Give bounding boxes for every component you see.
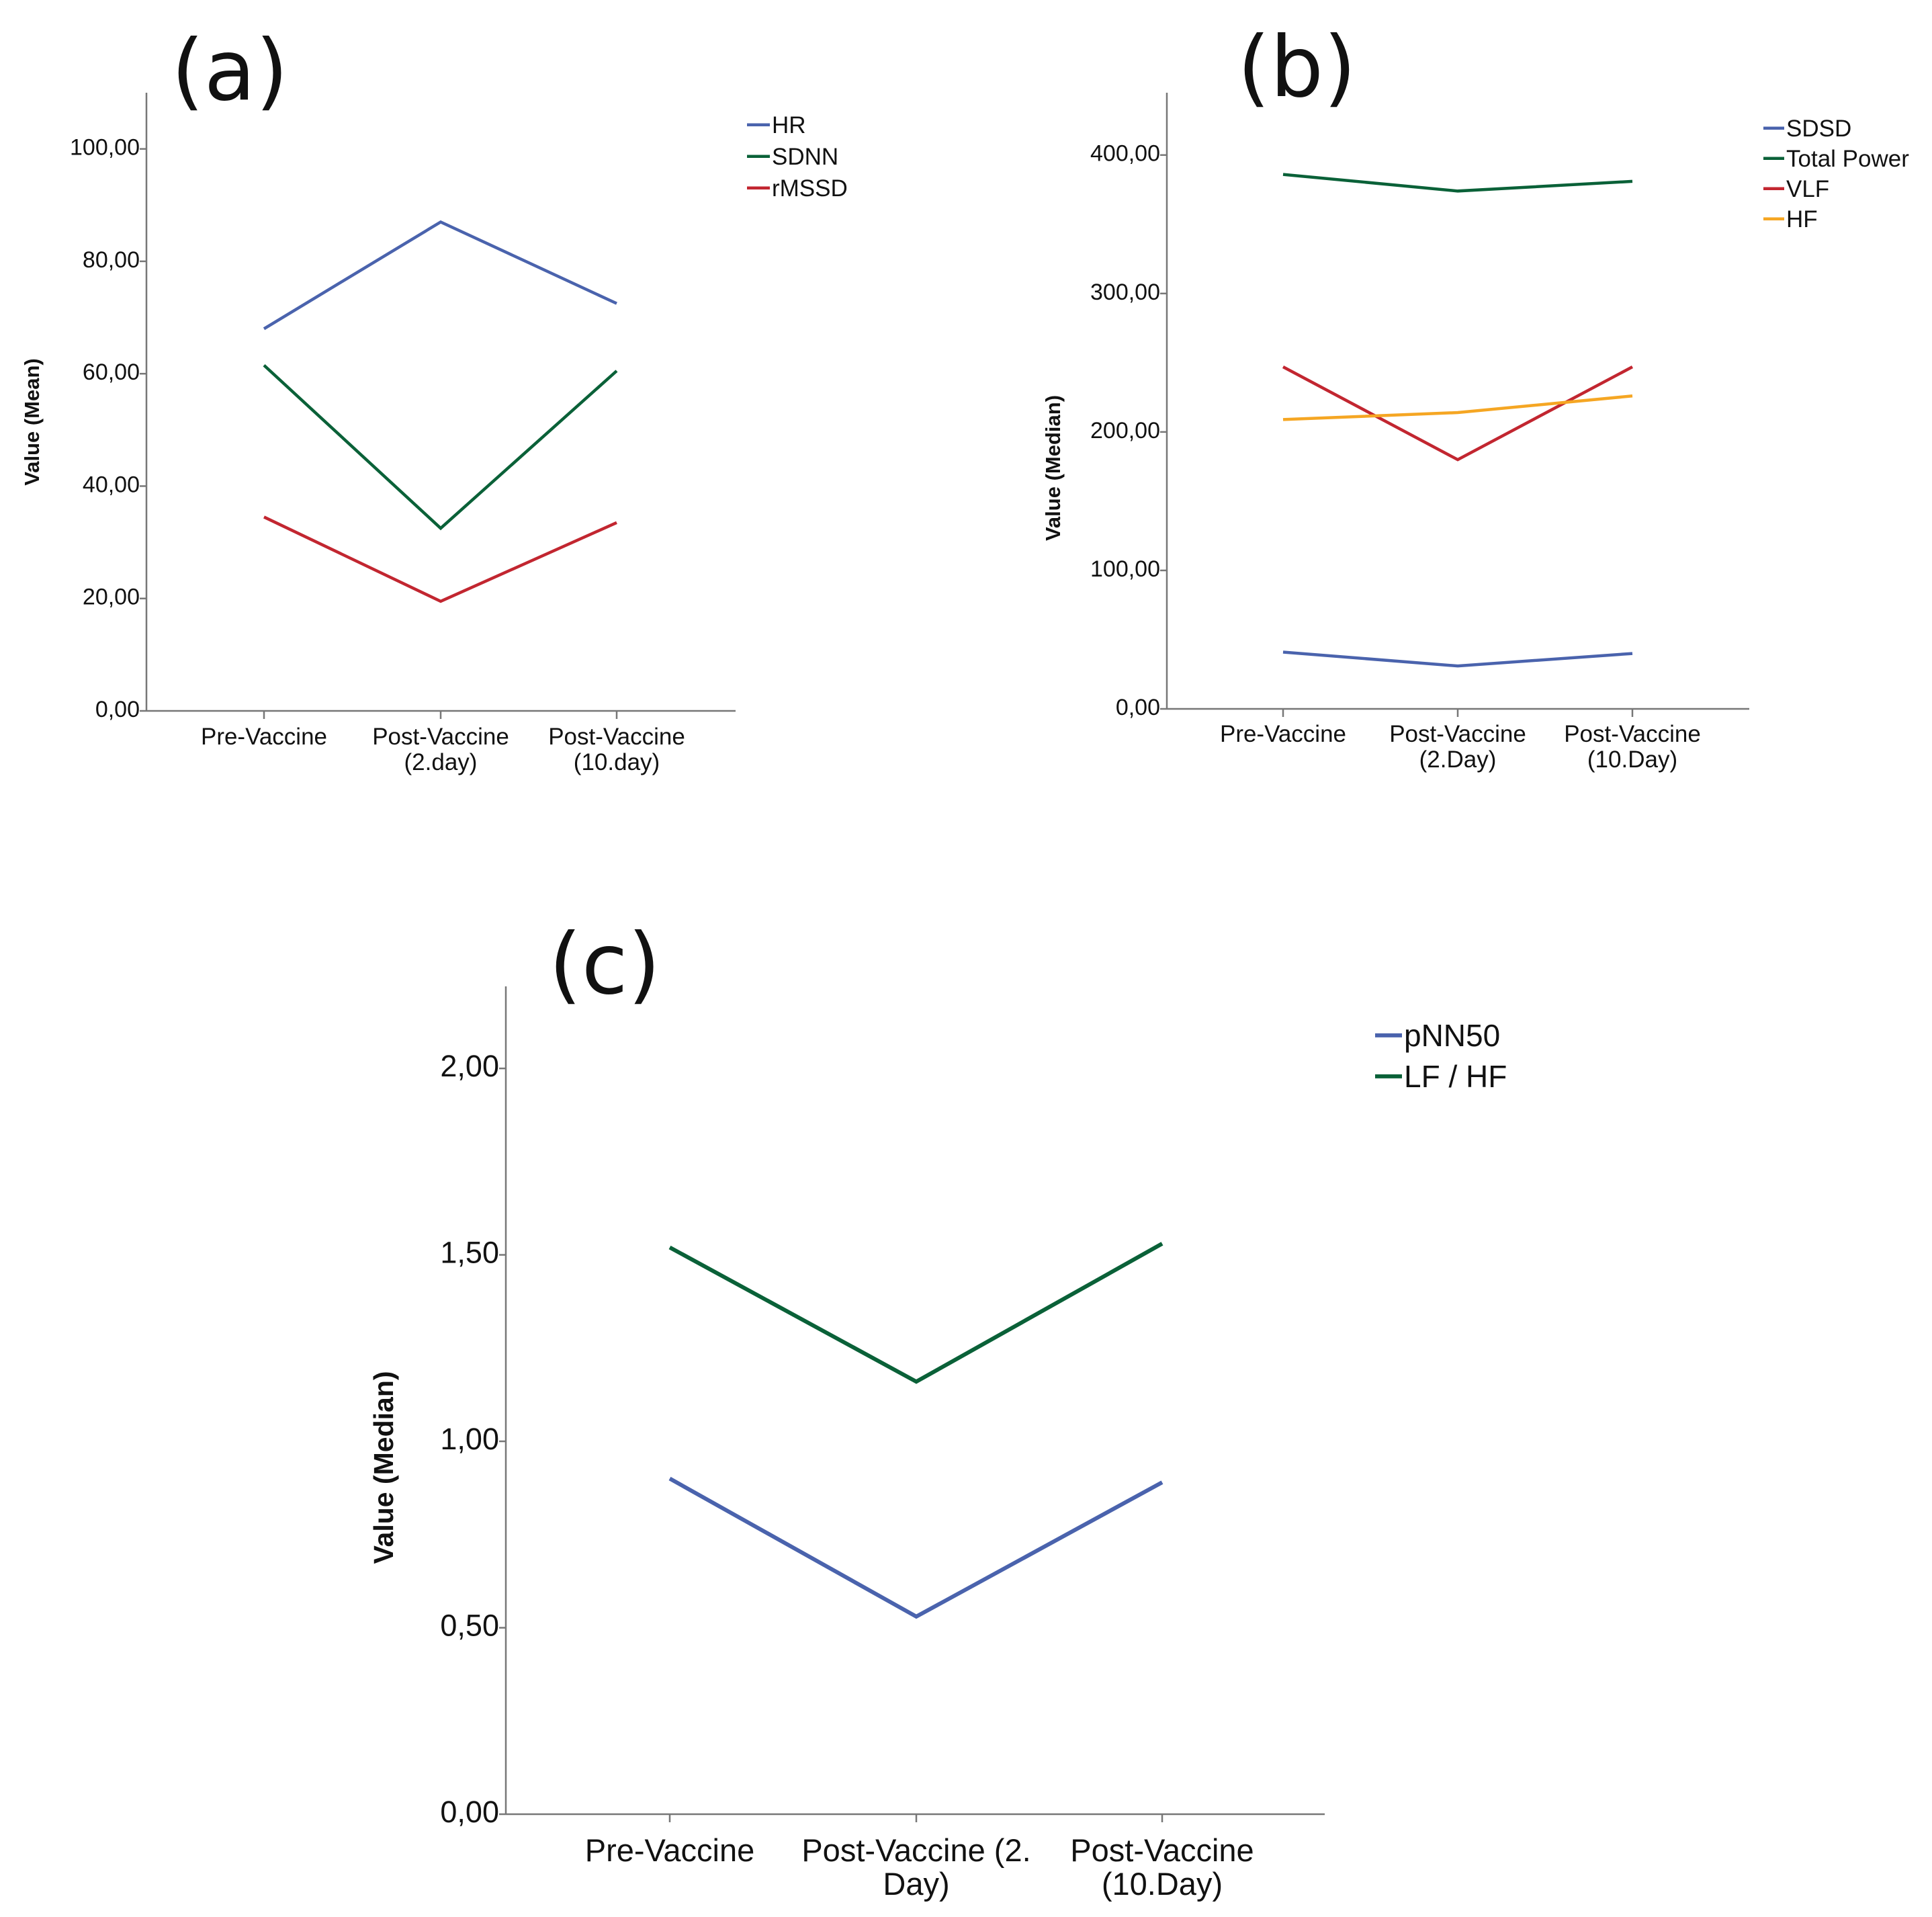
chart-c: (c) 0,00 0,50 1,00 1,50 2,00 Pre-Vaccine Post-V…	[368, 916, 1507, 1902]
legend-label: HR	[772, 112, 806, 138]
x-tick-label-line: Day)	[883, 1866, 949, 1902]
series-line-total-power	[1282, 173, 1633, 193]
legend-label: SDNN	[772, 144, 838, 170]
x-tick-label-line: (10.Day)	[1102, 1866, 1223, 1902]
legend-label: pNN50	[1404, 1018, 1500, 1053]
y-tick-label: 2,00	[440, 1049, 499, 1083]
x-tick-label-line: Pre-Vaccine	[585, 1832, 755, 1868]
y-tick-label: 0,50	[440, 1608, 499, 1642]
y-tick-label: 0,00	[440, 1795, 499, 1829]
chart-b: (b) 0,00 100,00 200,00 300,00 400,00 Pre-Vacci…	[1041, 19, 1909, 773]
legend-label: Total Power	[1786, 146, 1909, 172]
legend-label: SDSD	[1786, 116, 1851, 142]
series-line-hr	[263, 220, 617, 331]
x-tick-label: Pre-Vaccine	[201, 724, 327, 750]
x-tick-label-line: (10.Day)	[1587, 747, 1677, 773]
series-line-vlf	[1282, 366, 1634, 462]
y-tick-label: 100,00	[70, 135, 140, 161]
x-tick-label: Pre-Vaccine	[1220, 721, 1346, 747]
x-tick-label-line: Post-Vaccine	[372, 724, 509, 750]
series-line-sdsd	[1282, 650, 1633, 668]
legend-label: LF / HF	[1404, 1059, 1507, 1094]
y-tick-label: 100,00	[1090, 556, 1160, 582]
x-tick-label-line: Pre-Vaccine	[1220, 721, 1346, 747]
x-tick-label-line: Post-Vaccine	[548, 724, 685, 750]
x-tick-label: Post-Vaccine (2.Day)	[1389, 721, 1526, 773]
x-tick-label: Post-Vaccine (2. Day)	[801, 1832, 1030, 1902]
x-tick-label-line: Post-Vaccine	[1389, 721, 1526, 747]
x-tick-label: Pre-Vaccine	[585, 1832, 755, 1868]
x-tick-label-line: Post-Vaccine (2.	[801, 1832, 1030, 1868]
y-tick-label: 0,00	[1116, 695, 1160, 720]
y-tick-label: 200,00	[1090, 418, 1160, 443]
y-axis-title: Value (Mean)	[20, 358, 44, 486]
y-axis-title: Value (Median)	[368, 1371, 399, 1564]
x-tick-label-line: (2.day)	[404, 749, 478, 775]
x-tick-label: Post-Vaccine (10.day)	[548, 724, 685, 775]
series-line-rmssd	[263, 515, 617, 603]
panel-label: (c)	[549, 916, 660, 1013]
series-line-lf-hf	[668, 1242, 1163, 1384]
x-tick-label: Post-Vaccine (10.Day)	[1070, 1832, 1254, 1902]
y-tick-label: 80,00	[83, 247, 140, 273]
legend-label: VLF	[1786, 176, 1829, 202]
x-tick-label-line: Pre-Vaccine	[201, 724, 327, 750]
chart-a: (a) 0,00 20,00 40,00 60,00 80,00 100,00 Pre-Vac…	[20, 22, 848, 775]
x-tick-label-line: (2.Day)	[1419, 747, 1497, 773]
legend-label: rMSSD	[772, 175, 848, 202]
y-tick-label: 1,50	[440, 1235, 499, 1269]
x-tick-label-line: Post-Vaccine	[1070, 1832, 1254, 1868]
series-line-hf	[1282, 394, 1633, 421]
legend-label: HF	[1786, 206, 1818, 232]
series-line-pnn50	[668, 1476, 1163, 1619]
y-tick-label: 1,00	[440, 1422, 499, 1456]
y-tick-label: 20,00	[83, 585, 140, 610]
y-tick-label: 400,00	[1090, 141, 1160, 167]
x-tick-label: Post-Vaccine (2.day)	[372, 724, 509, 775]
x-tick-label: Post-Vaccine (10.Day)	[1564, 721, 1701, 773]
y-tick-label: 300,00	[1090, 280, 1160, 305]
panel-label: (b)	[1237, 19, 1356, 116]
y-axis-title: Value (Median)	[1041, 395, 1065, 541]
series-line-sdnn	[263, 364, 618, 531]
x-tick-label-line: (10.day)	[574, 749, 660, 775]
y-tick-label: 60,00	[83, 359, 140, 385]
y-tick-label: 40,00	[83, 472, 140, 497]
panel-label: (a)	[171, 22, 288, 120]
x-tick-label-line: Post-Vaccine	[1564, 721, 1701, 747]
y-tick-label: 0,00	[95, 697, 140, 722]
